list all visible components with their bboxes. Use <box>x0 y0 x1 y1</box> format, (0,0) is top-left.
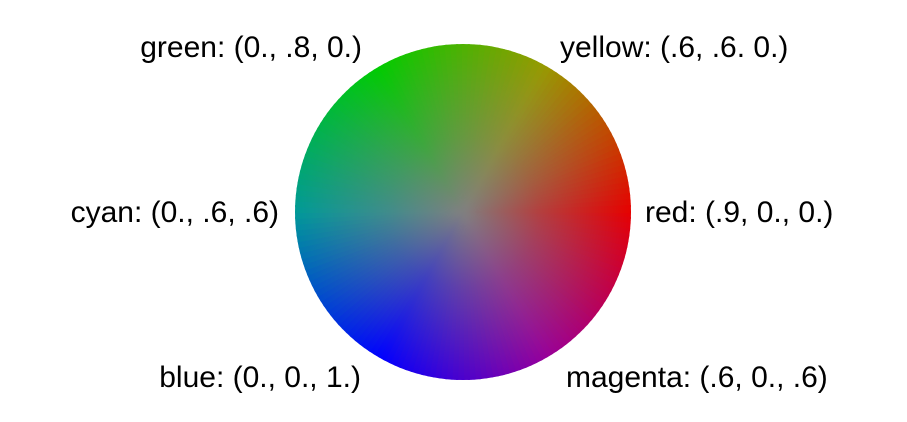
label-green: green: (0., .8, 0.) <box>140 31 362 64</box>
label-yellow: yellow: (.6, .6. 0.) <box>560 31 789 64</box>
color-wheel-center-fade <box>295 44 631 380</box>
label-red: red: (.9, 0., 0.) <box>645 196 834 229</box>
label-blue: blue: (0., 0., 1.) <box>159 361 361 394</box>
label-cyan: cyan: (0., .6, .6) <box>70 196 279 229</box>
label-magenta: magenta: (.6, 0., .6) <box>566 361 828 394</box>
